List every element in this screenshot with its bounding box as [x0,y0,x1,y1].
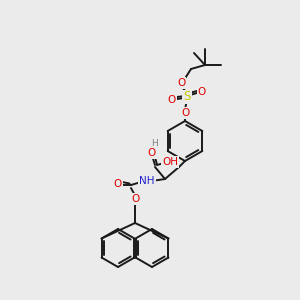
Text: NH: NH [139,176,155,186]
Text: O: O [198,87,206,97]
Text: O: O [181,108,189,118]
Text: S: S [183,91,191,103]
Text: OH: OH [162,157,178,167]
Text: O: O [114,179,122,189]
Text: H: H [151,139,158,148]
Text: O: O [148,148,156,158]
Text: O: O [168,95,176,105]
Text: O: O [177,78,185,88]
Text: O: O [131,194,139,204]
